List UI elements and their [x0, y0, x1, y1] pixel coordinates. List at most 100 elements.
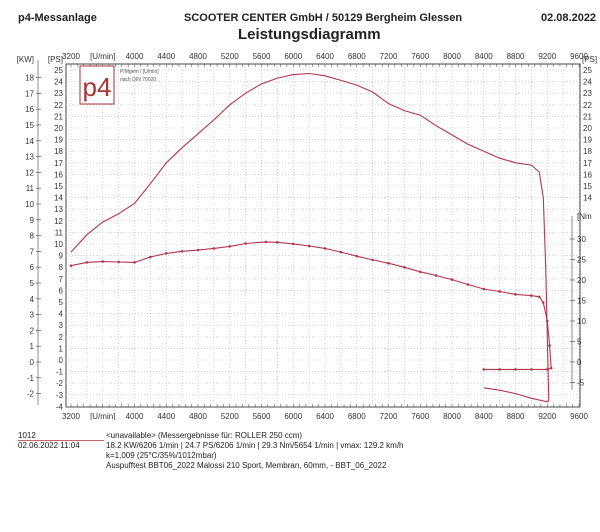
x-tick-top: 5600: [253, 52, 271, 61]
kw-tick: 3: [30, 311, 35, 320]
torque-point: [212, 247, 216, 250]
x-tick-bottom: 9600: [570, 412, 588, 420]
x-tick-top: 4400: [157, 52, 175, 61]
torque-point: [371, 258, 374, 262]
run-datetime: 02.06.2022 11:04: [18, 441, 80, 450]
x-tick-bottom: 4800: [189, 412, 207, 420]
ps-tick-left: -1: [56, 368, 64, 377]
nm-tick: 0: [577, 358, 582, 367]
x-tick-bottom: 7600: [411, 412, 429, 420]
ps-tick-left: 4: [59, 310, 64, 319]
kw-tick: 10: [25, 200, 34, 209]
torque-point: [244, 242, 247, 245]
x-tick-bottom: 9200: [538, 412, 556, 420]
ps-tick-left: 15: [54, 182, 63, 191]
torque-point: [498, 368, 501, 371]
x-tick-top: 6000: [284, 52, 302, 61]
x-tick-bottom: 3200: [62, 412, 80, 420]
torque-point: [434, 274, 438, 277]
kw-tick: 11: [26, 184, 35, 193]
torque-point: [545, 368, 549, 371]
nm-tick: 10: [577, 317, 586, 326]
x-tick-bottom: 4400: [157, 412, 175, 420]
ps-tick-left: 17: [54, 159, 63, 168]
nm-tick: 5: [577, 338, 582, 347]
page-title: Leistungsdiagramm: [238, 26, 381, 43]
torque-point: [228, 245, 232, 248]
torque-curve: [70, 241, 552, 370]
ps-tick-right: 18: [583, 147, 592, 156]
x-tick-top: 4800: [189, 52, 207, 61]
ps-tick-left: -4: [56, 402, 64, 411]
ps-tick-left: 6: [59, 286, 64, 295]
nm-tick: -5: [577, 379, 585, 388]
ps-tick-right: 15: [583, 182, 592, 191]
ps-tick-right: 23: [583, 89, 592, 98]
footer-description: Auspufftest BBT06_2022 Malossi 210 Sport…: [106, 461, 387, 470]
ps-tick-right: 16: [583, 170, 592, 179]
torque-point: [403, 265, 406, 269]
x-tick-bottom: 8800: [507, 412, 525, 420]
kw-tick: 18: [25, 74, 34, 83]
x-axis-label-top: [U/min]: [90, 52, 115, 61]
kw-tick: 12: [25, 168, 34, 177]
ps-tick-left: 23: [54, 89, 63, 98]
ps-tick-left: 0: [59, 356, 64, 365]
torque-point: [514, 368, 517, 371]
torque-point: [549, 366, 553, 370]
x-tick-top: 9200: [538, 52, 556, 61]
torque-point: [117, 260, 120, 264]
kw-tick: 7: [30, 247, 35, 256]
kw-axis-label: [KW]: [17, 55, 34, 64]
ps-axis-label-right: [PS]: [582, 55, 597, 64]
torque-point: [498, 290, 501, 293]
ps-tick-left: 8: [59, 263, 64, 272]
x-tick-top: 8400: [475, 52, 493, 61]
torque-point: [101, 260, 105, 263]
app-name: p4-Messanlage: [18, 12, 97, 24]
ps-axis-label-left: [PS]: [48, 55, 63, 64]
run-id: 1012: [18, 431, 104, 441]
torque-point: [482, 368, 486, 371]
torque-point: [541, 301, 545, 304]
nm-tick: 30: [577, 235, 586, 244]
kw-tick: 2: [30, 326, 35, 335]
company-name: SCOOTER CENTER GmbH / 50129 Bergheim Gle…: [184, 12, 463, 24]
ps-tick-left: -3: [56, 391, 64, 400]
torque-point: [307, 244, 311, 248]
kw-tick: 9: [30, 216, 35, 225]
p4-logo: p4 P/Mgem / [U/min] nach DIN 70020: [79, 65, 159, 105]
ps-tick-left: 11: [55, 228, 64, 237]
torque-point: [355, 254, 359, 258]
logo-text: p4: [83, 72, 112, 102]
torque-point: [482, 287, 486, 291]
x-tick-top: 3200: [62, 52, 80, 61]
kw-tick: 16: [25, 105, 34, 114]
x-tick-top: 7200: [380, 52, 398, 61]
power-chart: 3200320040004000440044004800480052005200…: [17, 52, 597, 420]
ps-tick-left: 25: [54, 66, 63, 75]
torque-point: [545, 319, 549, 323]
torque-point: [85, 261, 89, 264]
plot-frame: [65, 63, 581, 408]
ps-tick-left: 19: [54, 136, 63, 145]
x-tick-bottom: 7200: [380, 412, 398, 420]
report-date: 02.08.2022: [541, 12, 597, 24]
torque-point: [133, 261, 136, 264]
x-tick-bottom: 4000: [126, 412, 144, 420]
series: [69, 72, 553, 403]
torque-point: [196, 248, 200, 252]
torque-point: [276, 240, 279, 244]
kw-tick: 4: [30, 295, 35, 304]
kw-tick: 5: [30, 279, 35, 288]
torque-point: [418, 270, 422, 274]
x-tick-top: 5200: [221, 52, 239, 61]
kw-tick: 6: [30, 263, 35, 272]
x-tick-bottom: 8000: [443, 412, 461, 420]
ps-tick-left: 20: [54, 124, 63, 133]
torque-point: [530, 368, 533, 371]
x-tick-top: 6800: [348, 52, 366, 61]
ps-tick-left: 12: [54, 217, 63, 226]
x-tick-top: 6400: [316, 52, 334, 61]
ps-tick-right: 25: [583, 66, 592, 75]
